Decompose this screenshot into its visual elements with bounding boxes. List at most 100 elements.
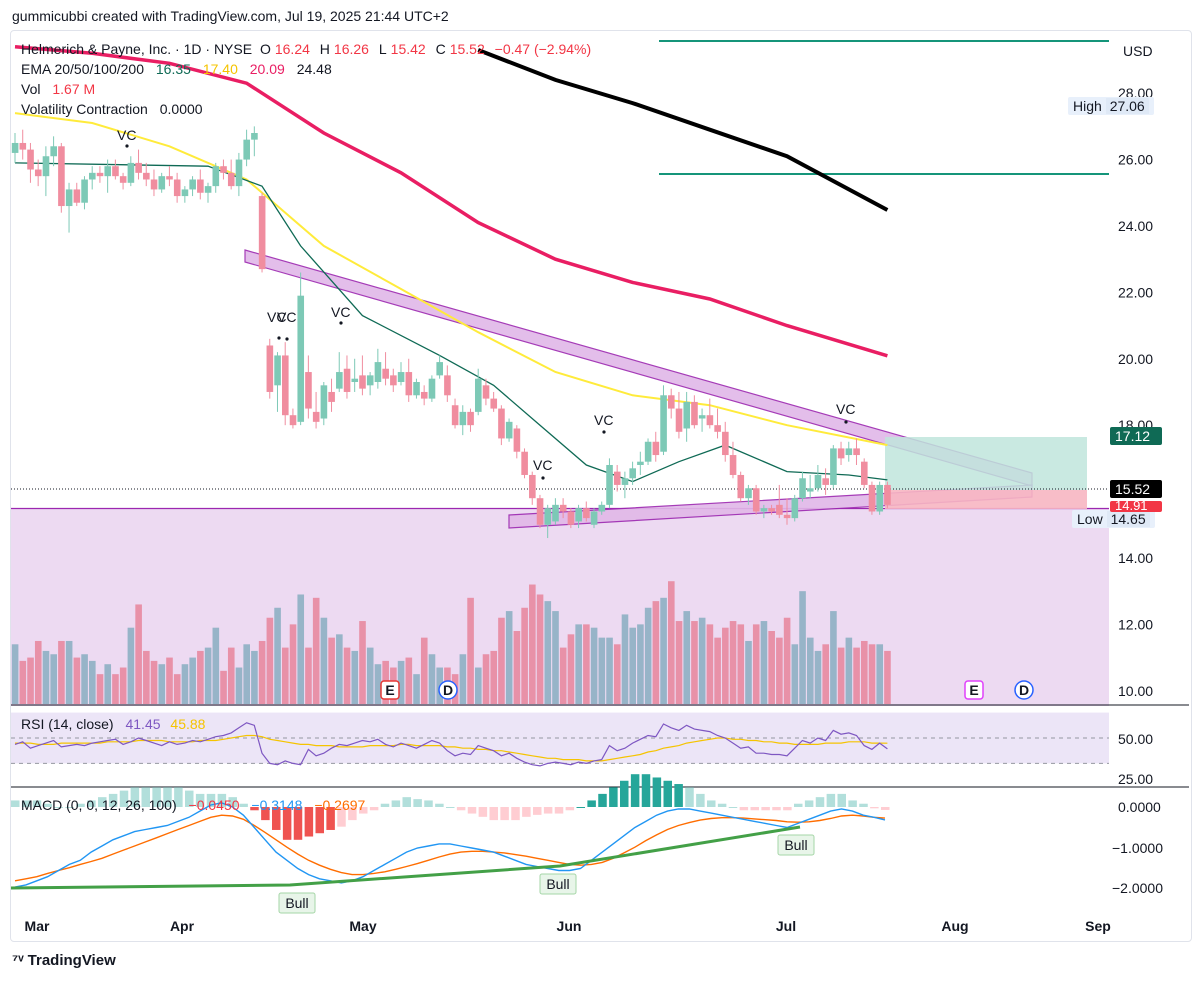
volume-bar: [714, 637, 721, 704]
candle-body: [845, 448, 853, 456]
volume-bar: [243, 644, 250, 704]
macd-hist-bar: [696, 793, 705, 807]
volume-bar: [343, 647, 351, 704]
candle-body: [119, 176, 127, 183]
macd-hist-bar: [859, 803, 868, 807]
volume-bar: [104, 664, 112, 704]
macd-hist-bar: [424, 800, 433, 807]
volume-bar: [552, 611, 559, 704]
candle-body: [621, 478, 629, 485]
candle-body: [413, 382, 420, 396]
macd-hist-bar: [837, 793, 846, 807]
low-badge-label: Low: [1077, 511, 1103, 527]
macd-hist-bar: [522, 807, 531, 817]
macd-hist-bar: [554, 807, 564, 814]
candle-body: [822, 478, 829, 485]
candle-body: [42, 156, 50, 177]
volume-bar: [227, 647, 235, 704]
legend-rsi[interactable]: RSI (14, close) 41.45 45.88: [21, 716, 209, 732]
ema100-line: [14, 44, 888, 358]
volume-bar: [274, 607, 281, 704]
candle-body: [204, 186, 212, 193]
volume-bar: [675, 621, 683, 704]
chart-credit: gummicubbi created with TradingView.com,…: [12, 8, 449, 24]
macd-hist-bar: [609, 787, 618, 807]
candle-body: [343, 368, 351, 392]
time-axis-tick: May: [349, 918, 376, 934]
candle-body: [698, 415, 706, 419]
candle-body: [282, 355, 289, 416]
chart-frame: [10, 30, 1192, 942]
macd-hist-bar: [620, 780, 629, 807]
bull-label-box: [777, 834, 815, 856]
profit-zone: [885, 437, 1087, 490]
candle-body: [745, 488, 752, 499]
macd-hist-bar: [815, 797, 825, 807]
candle-body: [722, 431, 729, 456]
macd-hist-bar: [174, 787, 183, 807]
macd-hist-bar: [11, 800, 20, 807]
macd-hist-bar: [630, 774, 640, 807]
candle-body: [220, 166, 227, 173]
volume-bar: [822, 644, 829, 704]
dividend-marker: D: [443, 682, 453, 698]
bull-label: Bull: [285, 895, 308, 911]
candle-body: [868, 484, 876, 512]
vc-label: VC: [331, 304, 350, 320]
macd-hist-bar: [98, 797, 107, 807]
change-value: −0.47 (−2.94%): [494, 41, 592, 57]
volume-bar: [266, 617, 274, 704]
open-label: O: [259, 41, 271, 57]
macd-hist-bar: [348, 807, 357, 821]
volume-bar: [652, 601, 660, 704]
volume-bar: [351, 650, 359, 704]
candle-body: [544, 508, 552, 525]
volume-bar: [544, 601, 552, 704]
price-axis-tick: 22.00: [1118, 284, 1153, 300]
macd-value: −0.3148: [251, 797, 303, 813]
candle-body: [73, 189, 81, 203]
candle-body: [706, 415, 714, 426]
brand-label: TradingView: [27, 952, 116, 969]
macd-hist-bar: [185, 790, 194, 807]
volume-bar: [876, 644, 884, 704]
candle-body: [96, 172, 104, 177]
volume-bar: [660, 597, 667, 704]
currency-label[interactable]: USD: [1123, 43, 1153, 59]
candle-body: [158, 176, 166, 190]
volume-bar: [691, 621, 698, 704]
volume-bar: [791, 644, 799, 704]
legend-ema[interactable]: EMA 20/50/100/200 16.35 17.40 20.09 24.4…: [21, 61, 336, 77]
macd-hist-bar: [641, 774, 651, 807]
macd-hist-bar: [456, 807, 466, 811]
volume-bar: [799, 591, 806, 704]
candle-body: [50, 146, 57, 157]
time-axis-tick: Aug: [941, 918, 968, 934]
volume-bar: [606, 637, 613, 704]
volume-bar: [768, 631, 775, 704]
volume-bar: [706, 624, 714, 704]
legend-volume[interactable]: Vol 1.67 M: [21, 81, 99, 97]
ema20-value: 16.35: [155, 61, 191, 77]
candle-body: [274, 355, 281, 386]
legend-symbol[interactable]: Helmerich & Payne, Inc. · 1D · NYSE O 16.…: [21, 41, 595, 57]
price-axis-tick: 20.00: [1118, 351, 1153, 367]
tradingview-brand[interactable]: ⁷ᵛ TradingView: [12, 952, 116, 969]
legend-vc[interactable]: Volatility Contraction 0.0000: [21, 101, 207, 117]
volume-bar: [776, 637, 783, 704]
macd-axis-tick: −2.0000: [1112, 880, 1163, 896]
volume-bar: [644, 607, 652, 704]
candle-body: [58, 146, 65, 207]
earnings-marker-future: E: [969, 682, 978, 698]
macd-name: MACD (0, 0, 12, 26, 100): [21, 797, 177, 813]
legend-macd[interactable]: MACD (0, 0, 12, 26, 100) −0.0450 −0.3148…: [21, 797, 369, 813]
volume-bar: [845, 637, 853, 704]
candle-body: [420, 391, 428, 399]
tradingview-logo-icon: ⁷ᵛ: [12, 952, 24, 969]
candle-body: [529, 474, 536, 499]
vc-dot: [285, 337, 289, 341]
candle-body: [644, 441, 652, 462]
rsi-value: 41.45: [125, 716, 161, 732]
macd-hist-bar: [489, 807, 498, 821]
